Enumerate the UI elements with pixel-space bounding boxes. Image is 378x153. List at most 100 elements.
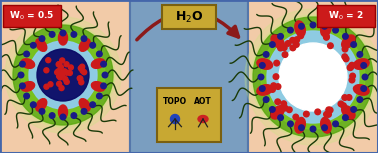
Ellipse shape: [59, 31, 68, 45]
Ellipse shape: [321, 21, 331, 37]
Ellipse shape: [271, 106, 284, 119]
Circle shape: [267, 31, 359, 123]
Ellipse shape: [91, 82, 105, 91]
Circle shape: [260, 63, 265, 68]
Circle shape: [56, 69, 61, 74]
Circle shape: [60, 30, 66, 36]
Circle shape: [24, 51, 29, 57]
Text: AOT: AOT: [194, 97, 212, 106]
Circle shape: [341, 103, 346, 108]
Circle shape: [48, 82, 53, 87]
Circle shape: [294, 37, 300, 42]
Circle shape: [58, 75, 63, 80]
Circle shape: [346, 95, 352, 100]
Circle shape: [343, 56, 349, 62]
Ellipse shape: [271, 35, 284, 48]
Circle shape: [263, 52, 269, 57]
Ellipse shape: [257, 85, 273, 95]
Ellipse shape: [79, 99, 90, 111]
Circle shape: [101, 61, 106, 67]
Circle shape: [285, 41, 291, 46]
Ellipse shape: [342, 106, 355, 119]
Circle shape: [81, 109, 87, 114]
Circle shape: [361, 63, 367, 68]
Circle shape: [39, 36, 45, 41]
Circle shape: [170, 114, 180, 123]
FancyBboxPatch shape: [317, 5, 375, 27]
Text: H$_2$O: H$_2$O: [175, 9, 203, 24]
Circle shape: [324, 112, 329, 117]
Circle shape: [290, 37, 296, 43]
Circle shape: [288, 27, 293, 33]
FancyArrowPatch shape: [137, 12, 239, 40]
Circle shape: [349, 77, 355, 83]
Circle shape: [361, 86, 367, 91]
Circle shape: [96, 51, 102, 57]
Circle shape: [270, 87, 275, 92]
Circle shape: [62, 70, 67, 75]
Circle shape: [342, 46, 348, 52]
Ellipse shape: [21, 59, 35, 68]
Circle shape: [31, 43, 36, 48]
Bar: [130, 0, 248, 153]
Circle shape: [21, 33, 105, 117]
Circle shape: [299, 125, 304, 131]
Circle shape: [342, 115, 348, 120]
Circle shape: [324, 35, 329, 40]
Circle shape: [290, 45, 296, 51]
Circle shape: [260, 86, 265, 91]
Circle shape: [251, 15, 375, 139]
Circle shape: [64, 62, 69, 67]
FancyBboxPatch shape: [157, 88, 221, 142]
Circle shape: [17, 29, 109, 121]
Circle shape: [18, 72, 24, 78]
Circle shape: [324, 34, 329, 39]
Circle shape: [342, 34, 348, 39]
Circle shape: [78, 76, 83, 81]
Circle shape: [273, 74, 279, 79]
Circle shape: [328, 43, 333, 49]
Circle shape: [64, 70, 69, 75]
Circle shape: [60, 73, 65, 78]
Circle shape: [29, 41, 97, 109]
Circle shape: [322, 125, 327, 131]
Circle shape: [350, 73, 355, 79]
Circle shape: [282, 105, 288, 111]
Circle shape: [57, 81, 62, 86]
Circle shape: [90, 102, 96, 108]
Circle shape: [13, 25, 113, 125]
Circle shape: [24, 93, 29, 99]
Circle shape: [67, 71, 72, 75]
Circle shape: [362, 74, 368, 80]
Circle shape: [274, 60, 279, 66]
Ellipse shape: [36, 99, 47, 111]
Circle shape: [342, 54, 348, 60]
Circle shape: [310, 22, 316, 28]
Ellipse shape: [59, 105, 68, 119]
Circle shape: [322, 24, 327, 29]
Circle shape: [333, 121, 338, 127]
Circle shape: [102, 72, 108, 78]
Circle shape: [44, 84, 49, 89]
Circle shape: [80, 68, 85, 73]
Circle shape: [298, 33, 304, 39]
Circle shape: [31, 102, 36, 108]
Circle shape: [80, 64, 85, 69]
Circle shape: [253, 17, 373, 137]
Circle shape: [271, 83, 276, 88]
Circle shape: [326, 107, 332, 113]
Circle shape: [77, 76, 82, 81]
Circle shape: [58, 65, 64, 70]
Circle shape: [294, 42, 299, 47]
Circle shape: [351, 107, 356, 112]
Circle shape: [279, 43, 347, 111]
Circle shape: [357, 52, 363, 57]
Circle shape: [282, 52, 288, 57]
Circle shape: [293, 114, 299, 120]
Circle shape: [287, 107, 292, 113]
Circle shape: [44, 68, 49, 73]
Circle shape: [37, 49, 89, 101]
Circle shape: [59, 86, 64, 91]
Circle shape: [63, 76, 68, 82]
Circle shape: [50, 113, 55, 118]
